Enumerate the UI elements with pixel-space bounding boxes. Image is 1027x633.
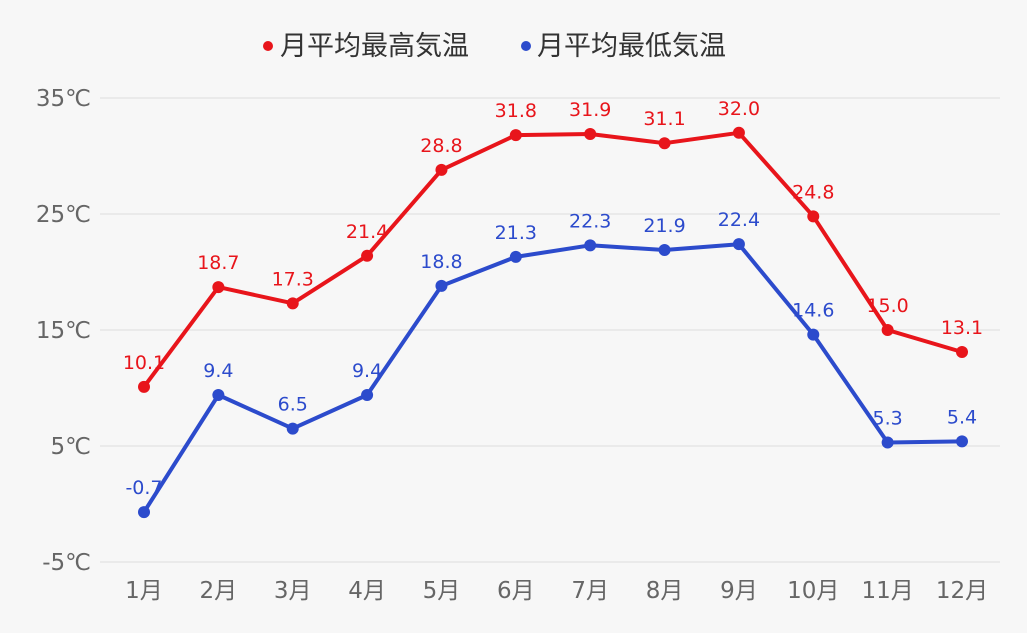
y-tick-label: 5℃	[51, 434, 91, 460]
data-point[interactable]	[881, 324, 894, 336]
x-tick-label: 6月	[497, 578, 535, 604]
x-tick-label: 1月	[125, 578, 163, 604]
data-label: 31.9	[569, 99, 611, 121]
data-label: 18.8	[420, 251, 462, 273]
legend-marker-min	[521, 41, 531, 51]
data-label: 22.4	[718, 209, 760, 231]
data-point[interactable]	[807, 210, 820, 223]
legend: 月平均最高気温 月平均最低気温	[263, 31, 726, 62]
x-tick-label: 4月	[348, 578, 386, 604]
data-label: 15.0	[866, 295, 908, 317]
data-label: 6.5	[278, 394, 308, 416]
y-tick-label: 15℃	[36, 318, 91, 344]
data-label: 21.9	[643, 215, 685, 237]
legend-label-min[interactable]: 月平均最低気温	[537, 31, 726, 62]
data-point[interactable]	[286, 422, 299, 435]
data-label: 10.1	[123, 352, 165, 374]
data-point[interactable]	[361, 249, 374, 262]
data-label: 31.1	[643, 108, 685, 130]
data-point[interactable]	[435, 163, 448, 176]
data-point[interactable]	[286, 297, 299, 310]
data-label: 5.3	[873, 408, 903, 430]
data-point[interactable]	[509, 250, 522, 263]
data-point[interactable]	[509, 129, 522, 142]
data-point[interactable]	[584, 239, 597, 252]
data-label: 21.4	[346, 221, 388, 243]
data-labels: 10.1 18.7 17.3 21.4 28.8 31.8 31.9 31.1 32.0 24.8…	[123, 98, 983, 499]
series-line-max	[142, 130, 964, 389]
data-label: 18.7	[197, 252, 239, 274]
x-tick-label: 11月	[861, 578, 913, 604]
data-label: 9.4	[203, 360, 233, 382]
y-axis: -5℃ 5℃ 15℃ 25℃ 35℃	[36, 86, 91, 576]
data-label: 24.8	[792, 181, 834, 203]
data-point[interactable]	[658, 243, 671, 256]
data-point[interactable]	[584, 127, 597, 140]
data-point[interactable]	[956, 435, 968, 448]
data-point[interactable]	[212, 388, 225, 401]
y-tick-label: 25℃	[36, 202, 91, 228]
data-point[interactable]	[435, 279, 448, 292]
data-label: 22.3	[569, 210, 611, 232]
x-tick-label: 10月	[787, 578, 839, 604]
data-label: 14.6	[792, 300, 834, 322]
data-label: 28.8	[420, 135, 462, 157]
data-label: 17.3	[272, 268, 314, 290]
data-label: 9.4	[352, 360, 382, 382]
x-tick-label: 5月	[423, 578, 461, 604]
x-tick-label: 9月	[720, 578, 758, 604]
y-tick-label: -5℃	[42, 550, 91, 576]
data-label: 13.1	[941, 317, 983, 339]
data-label: 32.0	[718, 98, 760, 120]
legend-marker-max	[263, 41, 273, 51]
series-line-min	[142, 242, 964, 515]
x-tick-label: 12月	[936, 578, 988, 604]
data-point[interactable]	[658, 137, 671, 150]
data-point[interactable]	[138, 506, 150, 519]
data-point[interactable]	[732, 126, 745, 139]
x-tick-label: 2月	[200, 578, 238, 604]
x-axis: 1月 2月 3月 4月 5月 6月 7月 8月 9月 10月 11月 12月	[125, 578, 988, 604]
data-point[interactable]	[361, 388, 374, 401]
data-point[interactable]	[732, 238, 745, 251]
x-tick-label: 3月	[274, 578, 312, 604]
data-point[interactable]	[138, 380, 150, 393]
data-label: 5.4	[947, 406, 977, 428]
x-tick-label: 7月	[571, 578, 609, 604]
grid	[100, 97, 1000, 563]
data-label: 31.8	[495, 100, 537, 122]
data-label: 21.3	[495, 222, 537, 244]
data-label: -0.7	[125, 477, 162, 499]
data-point[interactable]	[807, 328, 820, 341]
y-tick-label: 35℃	[36, 86, 91, 112]
legend-label-max[interactable]: 月平均最高気温	[280, 31, 469, 62]
x-tick-label: 8月	[646, 578, 684, 604]
data-point[interactable]	[881, 436, 894, 449]
data-point[interactable]	[956, 346, 968, 359]
series-group	[138, 126, 968, 519]
data-point[interactable]	[212, 281, 225, 294]
